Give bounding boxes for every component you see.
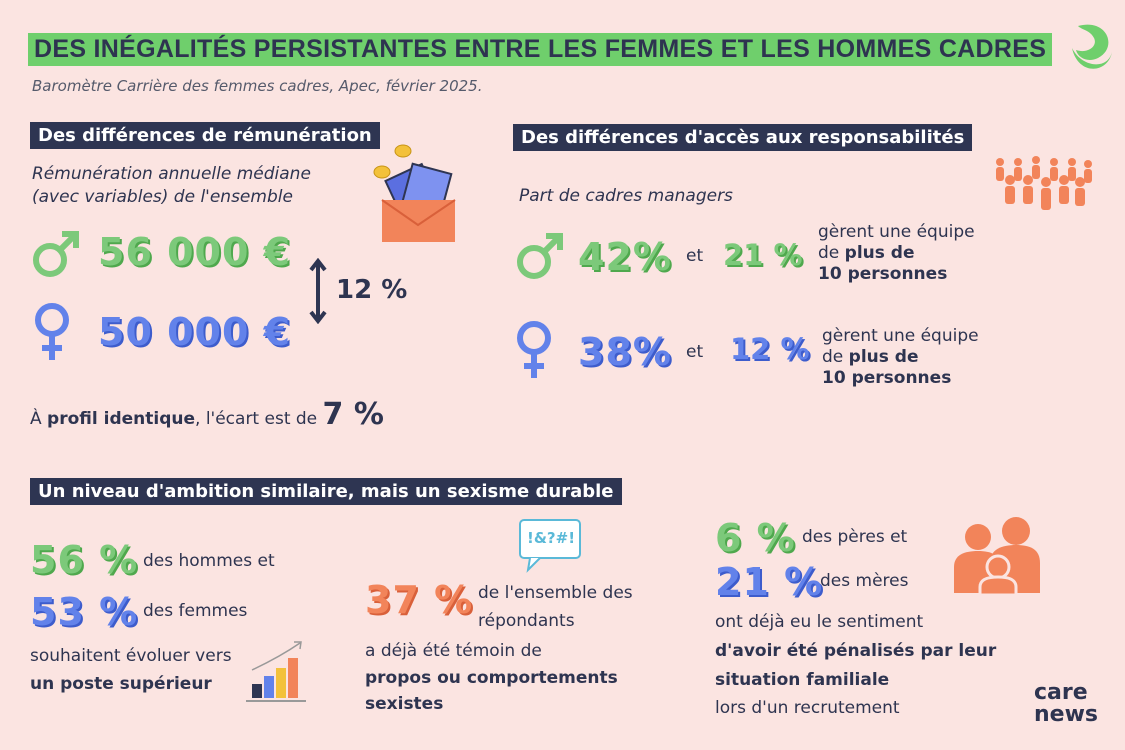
text: lors d'un recrutement <box>715 698 900 718</box>
text: de l'ensemble des <box>478 583 633 603</box>
fathers-value: 6 % <box>715 516 796 560</box>
female-symbol <box>517 321 551 378</box>
women-share: 38% <box>578 330 672 374</box>
text: ont déjà eu le sentiment <box>715 612 924 632</box>
text-line: 10 personnes <box>822 368 979 389</box>
text: des pères et <box>802 527 908 547</box>
speech-bubble <box>519 519 581 573</box>
team-text: gèrent une équipe de plus de 10 personne… <box>818 222 975 285</box>
logo-icon <box>1072 24 1112 69</box>
bold-text: d'avoir été pénalisés par leur <box>715 641 997 661</box>
text: des femmes <box>143 601 248 621</box>
family-icon <box>954 517 1040 595</box>
gap: 12 % <box>336 275 408 305</box>
men-large-team: 21 % <box>723 238 803 272</box>
female-symbol <box>35 303 69 360</box>
male-symbol <box>33 231 79 277</box>
note-value: 7 % <box>322 397 384 432</box>
bold-text: 10 personnes <box>818 264 948 284</box>
logo-bottom: news <box>1034 702 1099 727</box>
text: de <box>818 243 840 263</box>
text-line: de plus de <box>822 347 979 368</box>
women-salary: 50 000 € <box>98 310 292 354</box>
section-heading: Un niveau d'ambition similaire, mais un … <box>30 478 622 505</box>
male-symbol <box>517 233 563 279</box>
sexism-value: 37 % <box>365 578 474 622</box>
section-heading: Des différences d'accès aux responsabili… <box>513 124 973 151</box>
growth-icon <box>246 641 306 702</box>
text-line: gèrent une équipe <box>822 326 979 346</box>
bold-text: propos ou comportements <box>365 668 618 688</box>
logo: care news <box>1034 682 1098 726</box>
men-share: 42% <box>578 235 672 279</box>
logo-top: care <box>1034 680 1088 705</box>
text: des hommes et <box>143 551 275 571</box>
text-line: 10 personnes <box>818 264 975 285</box>
bold-text: 10 personnes <box>822 368 952 388</box>
note-middle: , l'écart est de <box>195 409 318 429</box>
and: et <box>686 246 704 266</box>
bold-text: plus de <box>848 347 919 367</box>
subtitle: (avec variables) de l'ensemble <box>32 187 293 207</box>
text: des mères <box>820 571 909 591</box>
crowd-icon <box>996 156 1092 210</box>
text-line: gèrent une équipe <box>818 222 975 242</box>
gap-arrow <box>309 258 327 324</box>
bold-text: situation familiale <box>715 670 890 690</box>
note: À profil identique, l'écart est de 7 % <box>30 397 384 432</box>
note-prefix: À <box>30 409 42 429</box>
text: répondants <box>478 611 575 631</box>
text: a déjà été témoin de <box>365 641 542 661</box>
men-value: 56 % <box>30 538 139 582</box>
subtitle: Part de cadres managers <box>519 186 733 206</box>
money-icon <box>373 144 456 242</box>
subtitle: Rémunération annuelle médiane <box>32 164 311 184</box>
title: DES INÉGALITÉS PERSISTANTES ENTRE LES FE… <box>28 33 1053 66</box>
women-value: 53 % <box>30 590 139 634</box>
text: de <box>822 347 844 367</box>
bold-text: un poste supérieur <box>30 674 212 694</box>
men-salary: 56 000 € <box>98 230 292 274</box>
women-large-team: 12 % <box>730 332 810 366</box>
source: Baromètre Carrière des femmes cadres, Ap… <box>32 77 483 95</box>
bubble-text: !&?#! <box>527 529 576 547</box>
bold-text: plus de <box>844 243 915 263</box>
mothers-value: 21 % <box>715 560 824 604</box>
text-line: de plus de <box>818 243 975 264</box>
text: souhaitent évoluer vers <box>30 646 232 666</box>
and: et <box>686 342 704 362</box>
team-text: gèrent une équipe de plus de 10 personne… <box>822 326 979 389</box>
note-bold: profil identique <box>47 409 196 429</box>
section-heading: Des différences de rémunération <box>30 122 380 149</box>
bold-text: sexistes <box>365 694 444 714</box>
